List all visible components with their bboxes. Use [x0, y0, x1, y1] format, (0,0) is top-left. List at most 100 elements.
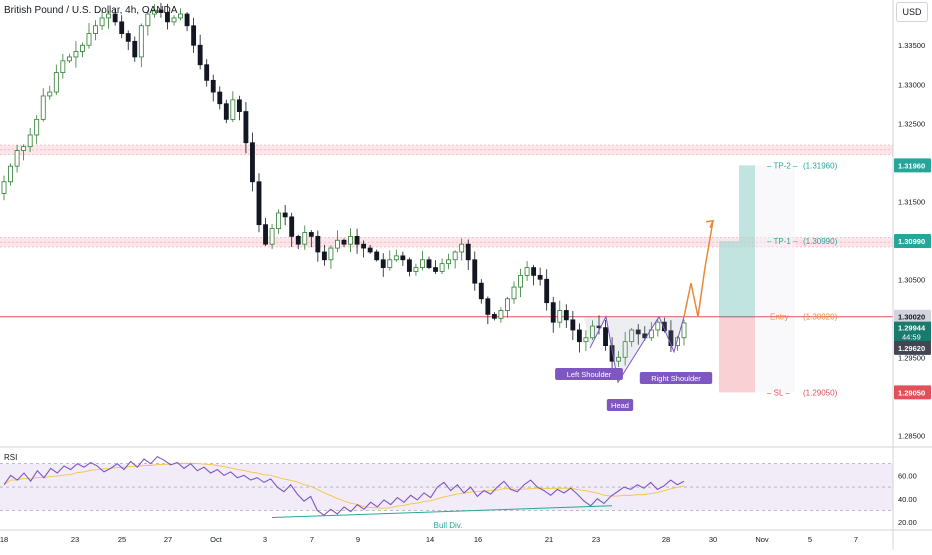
price-tick-label: 1.33500: [898, 41, 925, 50]
time-tick-label: 28: [662, 535, 670, 544]
candle-body: [518, 274, 523, 288]
resistance-zone: [0, 237, 893, 247]
candle-body: [505, 298, 510, 311]
candle-body: [112, 13, 118, 23]
candle-body: [387, 259, 393, 268]
candle-body: [531, 267, 537, 276]
candle-body: [603, 327, 608, 346]
price-tick-label: 1.32500: [898, 119, 925, 128]
candle-body: [73, 51, 79, 58]
candle-body: [439, 263, 445, 272]
head-label: Head: [611, 401, 629, 410]
candle-body: [524, 267, 530, 276]
candle-body: [34, 118, 40, 136]
candle-body: [635, 329, 641, 335]
tp1-value: (1.30990): [803, 237, 838, 246]
bull-div-label: Bull Div.: [434, 521, 463, 530]
candle-body: [491, 313, 497, 319]
candle-body: [557, 310, 563, 323]
price-tick-label: 1.30500: [898, 275, 925, 284]
candle-body: [60, 60, 66, 73]
candle-body: [335, 239, 340, 249]
price-candles: [1, 2, 687, 371]
candle-body: [622, 341, 628, 358]
right-shoulder-label: Right Shoulder: [651, 374, 701, 383]
rsi-tick-label: 20.00: [898, 518, 917, 527]
projection-arrowhead: [705, 219, 715, 229]
candle-body: [400, 255, 406, 261]
candle-body: [1, 181, 7, 194]
candle-body: [420, 259, 425, 268]
currency-button[interactable]: USD: [896, 2, 928, 22]
candle-body: [426, 259, 432, 268]
candle-body: [616, 356, 622, 362]
candle-body: [452, 251, 458, 261]
rsi-tick-label: 40.00: [898, 495, 917, 504]
resistance-zone: [0, 145, 893, 155]
rsi-line: [3, 455, 685, 516]
candle-body: [406, 259, 412, 272]
tp2-value: (1.31960): [803, 161, 838, 170]
time-tick-label: 27: [164, 535, 172, 544]
candle-body: [165, 12, 170, 23]
candle-body: [276, 212, 282, 229]
candle-body: [282, 212, 288, 218]
right-shoulder-label-pill: [639, 372, 713, 384]
candle-body: [315, 235, 321, 253]
time-tick-label: 23: [71, 535, 79, 544]
current-price-value: 1.29944: [898, 324, 926, 333]
candle-body: [590, 325, 595, 339]
candle-body: [446, 259, 452, 265]
candle-body: [230, 99, 236, 120]
candle-body: [8, 165, 13, 183]
chart-title: British Pound / U.S. Dollar, 4h, OANDA: [4, 5, 178, 16]
last-low-tag-text: 1.29620: [898, 344, 925, 353]
candle-body: [550, 302, 556, 323]
candle-body: [459, 243, 465, 253]
sl-zone: [719, 316, 755, 393]
time-axis: 18 23 25 27 Oct 3 7 9 14 16 21 23 28 30 Nov 5 7: [0, 535, 858, 544]
candle-body: [380, 259, 386, 268]
candle-body: [132, 40, 138, 58]
candle-body: [197, 44, 203, 66]
time-tick-label: Oct: [210, 535, 223, 544]
candle-body: [47, 91, 53, 97]
tp1-label: – TP-1 –: [767, 237, 798, 246]
candle-body: [243, 111, 249, 144]
candle-body: [158, 9, 164, 13]
candle-body: [256, 181, 262, 226]
candle-body: [374, 251, 380, 261]
time-tick-label: 23: [592, 535, 600, 544]
projection-path: [683, 220, 714, 317]
candle-body: [269, 228, 275, 245]
time-tick-label: Nov: [755, 535, 769, 544]
candle-body: [681, 322, 687, 339]
candle-body: [263, 224, 268, 245]
entry-label: Entry: [770, 313, 789, 322]
candle-body: [289, 216, 295, 237]
candle-body: [563, 310, 569, 321]
pattern-outline: [589, 315, 685, 384]
trade-setup-box: [0, 165, 893, 393]
sl-label: – SL –: [767, 388, 790, 397]
tp1-zone: [719, 241, 739, 317]
candle-body: [184, 13, 190, 27]
candle-body: [191, 25, 197, 46]
candle-body: [99, 17, 105, 27]
candle-body: [27, 134, 33, 148]
candle-body: [576, 329, 582, 343]
head-and-shoulders-pattern: Left Shoulder Head Right Shoulder: [555, 219, 715, 411]
candle-body: [145, 13, 151, 27]
candle-body: [93, 25, 98, 34]
candle-body: [433, 267, 438, 272]
candle-body: [570, 319, 576, 331]
tp2-tag: [894, 158, 931, 173]
candle-body: [217, 91, 223, 105]
candle-body: [223, 103, 229, 120]
candle-body: [393, 255, 399, 261]
candle-body: [661, 321, 667, 332]
candle-body: [21, 146, 27, 151]
candle-body: [321, 251, 327, 261]
